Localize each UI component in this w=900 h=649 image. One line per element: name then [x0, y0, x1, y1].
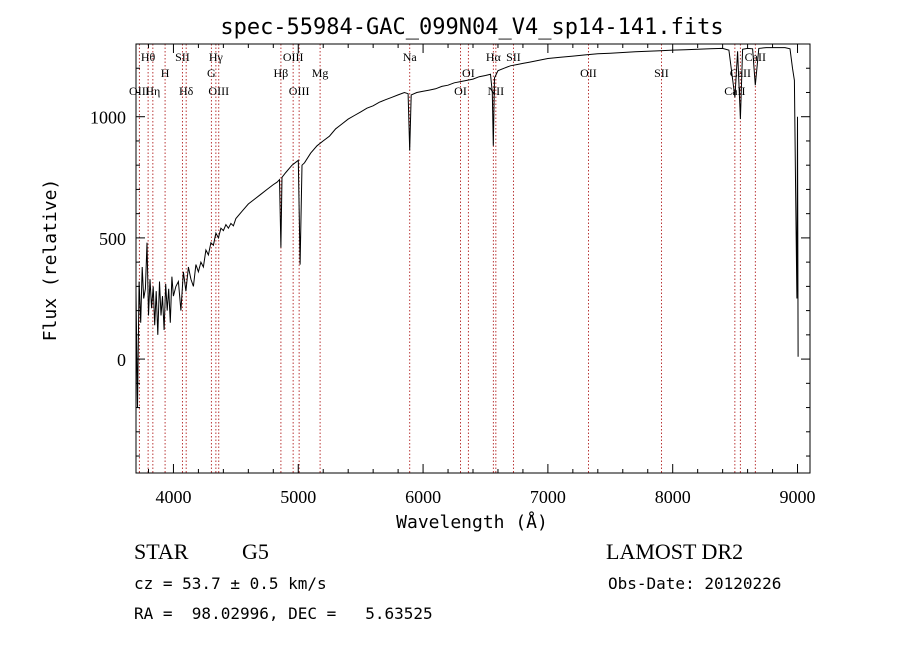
redshift-value: cz = 53.7 ± 0.5 km/s: [134, 574, 327, 593]
object-subclass: G5: [242, 539, 269, 564]
line-label: OIII: [289, 84, 310, 98]
line-label: Mg: [312, 66, 329, 80]
axis-ticks: [136, 44, 810, 473]
chart-title: spec-55984-GAC_099N04_V4_sp14-141.fits: [220, 15, 723, 40]
x-tick-label: 8000: [655, 487, 691, 507]
line-label: OIII: [208, 84, 229, 98]
line-label: Na: [403, 50, 418, 64]
observation-date: Obs-Date: 20120226: [608, 574, 782, 593]
x-tick-label: 4000: [155, 487, 191, 507]
line-label: OI: [462, 66, 475, 80]
coordinates: RA = 98.02996, DEC = 5.63525: [134, 604, 433, 623]
plot-frame: [135, 43, 811, 474]
line-label: Hθ: [141, 50, 156, 64]
line-label: SII: [654, 66, 669, 80]
x-axis-label: Wavelength (Å): [396, 511, 548, 533]
x-tick-label: 9000: [780, 487, 816, 507]
object-class: STAR: [134, 539, 189, 564]
line-label: SII: [175, 50, 190, 64]
survey-name: LAMOST DR2: [606, 539, 744, 564]
line-label: OII: [580, 66, 597, 80]
y-axis-label: Flux (relative): [40, 179, 61, 342]
spectrum-line: [135, 47, 799, 408]
line-label: NII: [488, 84, 505, 98]
x-tick-label: 5000: [280, 487, 316, 507]
line-label: Hδ: [179, 84, 194, 98]
y-tick-label: 0: [117, 350, 126, 370]
line-label: OI: [454, 84, 467, 98]
line-label: G: [207, 66, 216, 80]
line-label: Hβ: [274, 66, 289, 80]
line-label: CaII: [745, 50, 766, 64]
line-label: OIII: [129, 84, 150, 98]
line-label: CaII: [730, 66, 751, 80]
tick-labels: 4000 5000 6000 7000 8000 9000 0 500 1000: [90, 108, 816, 507]
x-tick-label: 6000: [405, 487, 441, 507]
y-tick-label: 500: [99, 229, 126, 249]
line-label: Hγ: [209, 50, 224, 64]
y-tick-label: 1000: [90, 108, 126, 128]
x-tick-label: 7000: [530, 487, 566, 507]
line-label: Hα: [486, 50, 502, 64]
marker-lines: [138, 44, 756, 473]
line-label: SII: [506, 50, 521, 64]
line-label: H: [161, 66, 170, 80]
line-label: Hη: [145, 84, 160, 98]
line-label: OIII: [283, 50, 304, 64]
